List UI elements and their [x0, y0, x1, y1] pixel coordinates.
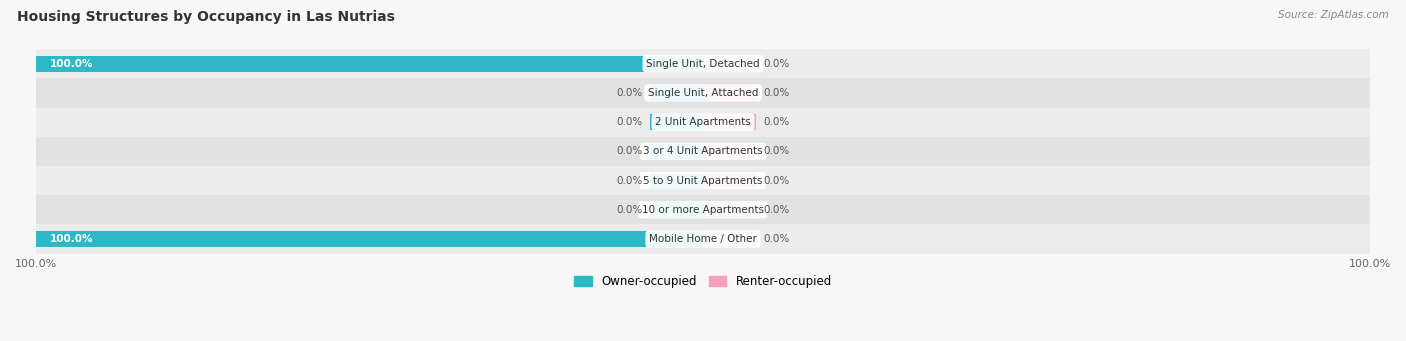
Bar [650, 173, 703, 189]
Text: 0.0%: 0.0% [617, 176, 643, 186]
Text: 0.0%: 0.0% [617, 205, 643, 215]
Text: Housing Structures by Occupancy in Las Nutrias: Housing Structures by Occupancy in Las N… [17, 10, 395, 24]
Bar [37, 224, 1369, 254]
Bar [37, 107, 1369, 137]
Text: 10 or more Apartments: 10 or more Apartments [643, 205, 763, 215]
Bar [703, 173, 756, 189]
Bar [650, 143, 703, 160]
Text: 0.0%: 0.0% [763, 176, 789, 186]
Text: Source: ZipAtlas.com: Source: ZipAtlas.com [1278, 10, 1389, 20]
Bar [703, 56, 756, 72]
Legend: Owner-occupied, Renter-occupied: Owner-occupied, Renter-occupied [569, 270, 837, 293]
Bar [37, 166, 1369, 195]
Text: Single Unit, Attached: Single Unit, Attached [648, 88, 758, 98]
Text: 0.0%: 0.0% [763, 59, 789, 69]
Bar [650, 85, 703, 101]
Text: 0.0%: 0.0% [763, 234, 789, 244]
Text: 0.0%: 0.0% [763, 205, 789, 215]
Text: 3 or 4 Unit Apartments: 3 or 4 Unit Apartments [643, 146, 763, 157]
Bar [703, 85, 756, 101]
Text: 100.0%: 100.0% [49, 59, 93, 69]
Bar [37, 78, 1369, 107]
Bar [703, 231, 756, 247]
Bar [650, 202, 703, 218]
Text: Single Unit, Detached: Single Unit, Detached [647, 59, 759, 69]
Text: 100.0%: 100.0% [49, 234, 93, 244]
Bar [37, 137, 1369, 166]
Bar [703, 114, 756, 130]
Text: 2 Unit Apartments: 2 Unit Apartments [655, 117, 751, 127]
Bar [703, 143, 756, 160]
Bar [703, 202, 756, 218]
Text: 5 to 9 Unit Apartments: 5 to 9 Unit Apartments [644, 176, 762, 186]
Text: 0.0%: 0.0% [763, 146, 789, 157]
Bar [37, 231, 703, 247]
Text: 0.0%: 0.0% [617, 117, 643, 127]
Bar [650, 114, 703, 130]
Text: Mobile Home / Other: Mobile Home / Other [650, 234, 756, 244]
Bar [37, 49, 1369, 78]
Text: 0.0%: 0.0% [617, 146, 643, 157]
Bar [37, 56, 703, 72]
Text: 0.0%: 0.0% [763, 88, 789, 98]
Text: 0.0%: 0.0% [763, 117, 789, 127]
Text: 0.0%: 0.0% [617, 88, 643, 98]
Bar [37, 195, 1369, 224]
